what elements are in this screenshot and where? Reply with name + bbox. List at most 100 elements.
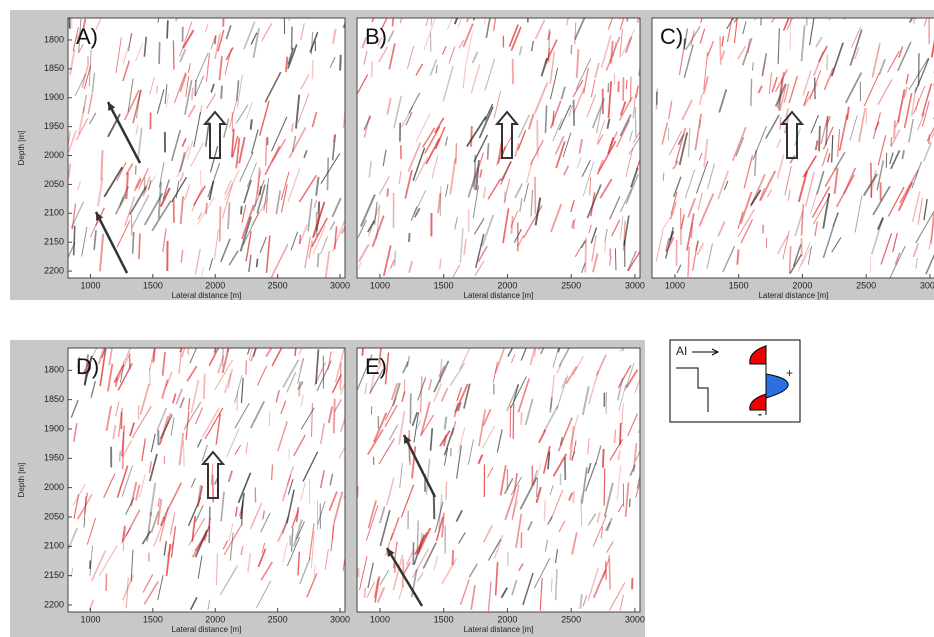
reflector [683, 44, 694, 79]
reflector [387, 30, 395, 43]
reflector [549, 50, 556, 85]
reflector [425, 18, 429, 27]
reflector [581, 386, 590, 416]
reflector [340, 225, 345, 235]
reflector [604, 228, 608, 243]
reflector [375, 362, 383, 374]
reflector [691, 240, 699, 271]
legend-label: AI [676, 344, 687, 358]
reflector [467, 439, 474, 465]
reflector [722, 245, 736, 273]
reflector [315, 349, 320, 385]
reflector [473, 217, 485, 235]
reflector [876, 217, 885, 231]
legend-arrow-head [711, 348, 720, 356]
reflector [204, 121, 210, 147]
reflector [735, 137, 745, 157]
reflector [638, 65, 640, 76]
reflector [138, 473, 146, 498]
x-tick-label: 1000 [80, 614, 100, 624]
reflector [571, 532, 578, 555]
reflector [581, 160, 591, 177]
reflector [141, 438, 147, 462]
reflector [665, 237, 670, 252]
reflector [911, 161, 922, 189]
hollow-arrow [779, 110, 805, 159]
reflector [803, 83, 819, 107]
reflector [411, 446, 417, 479]
reflector [308, 523, 315, 560]
reflector [363, 115, 372, 131]
panel: 1000 1500 2000 2500 3000 1800 1850 1900 1950 2000… [10, 340, 350, 637]
reflector [74, 73, 87, 96]
reflector [423, 18, 436, 50]
reflector [917, 198, 923, 225]
reflector [157, 182, 162, 219]
reflector [246, 348, 251, 355]
reflector [262, 510, 265, 520]
reflector [717, 221, 726, 237]
reflector [880, 232, 893, 265]
reflector [686, 213, 695, 251]
reflector [849, 29, 863, 66]
reflector [81, 65, 89, 88]
reflector [287, 47, 294, 65]
reflector [298, 224, 308, 245]
reflector [138, 233, 141, 260]
reflector [550, 374, 555, 409]
reflector [123, 89, 140, 121]
reflector [72, 225, 76, 256]
reflector [294, 348, 297, 356]
x-tick-label: 1000 [80, 280, 100, 290]
reflector [121, 527, 132, 544]
reflector [135, 90, 141, 119]
reflector [608, 256, 612, 266]
reflector [568, 105, 573, 117]
reflector [143, 580, 159, 605]
reflector [443, 416, 448, 430]
reflector [576, 156, 582, 168]
reflector [441, 45, 447, 55]
reflector [481, 214, 495, 247]
reflector [759, 170, 777, 201]
reflector [539, 577, 543, 611]
reflector [384, 397, 397, 421]
reflector [606, 541, 614, 553]
reflector [459, 579, 470, 606]
reflector [371, 215, 385, 248]
reflector [179, 172, 185, 182]
reflector [635, 480, 640, 498]
reflector [112, 424, 117, 440]
reflector [805, 171, 815, 207]
reflector [632, 443, 638, 473]
reflector [327, 406, 334, 424]
reflector [634, 378, 640, 394]
reflector [604, 242, 607, 253]
reflector [257, 365, 267, 386]
reflector [719, 36, 722, 65]
reflector [390, 382, 399, 401]
reflector [179, 348, 183, 353]
reflector [159, 515, 166, 527]
reflector [486, 143, 490, 160]
reflector [237, 472, 252, 504]
reflector [287, 168, 301, 203]
x-tick-label: 1000 [370, 614, 390, 624]
reflector [903, 92, 913, 129]
y-tick-label: 2100 [44, 541, 64, 551]
reflector [434, 117, 445, 134]
reflector [149, 482, 157, 516]
reflector [402, 561, 411, 575]
reflector [877, 135, 887, 166]
reflector [142, 574, 154, 593]
reflector [487, 467, 494, 478]
reflector [587, 513, 597, 526]
reflector [433, 383, 442, 402]
reflector [737, 209, 755, 237]
reflector [623, 215, 630, 246]
reflector [299, 557, 311, 584]
x-tick-label: 2500 [856, 280, 876, 290]
reflector [696, 242, 705, 256]
reflector [809, 18, 815, 46]
reflector [293, 434, 307, 457]
